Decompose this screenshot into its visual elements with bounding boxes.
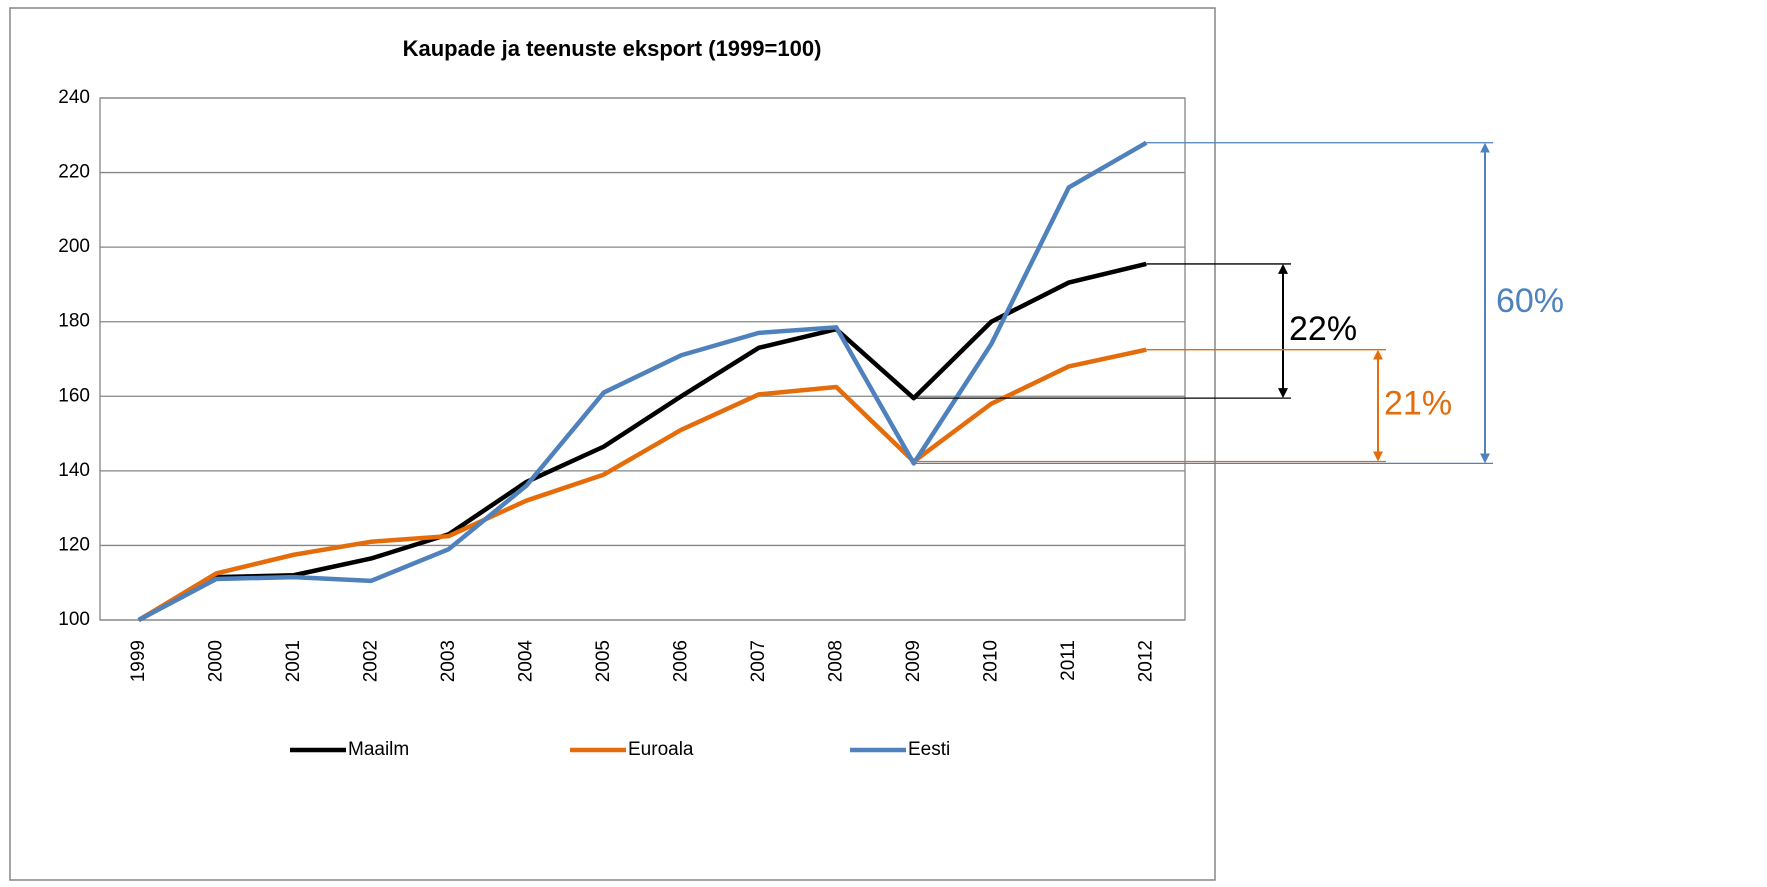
chart-title: Kaupade ja teenuste eksport (1999=100)	[403, 36, 822, 61]
y-tick-label: 220	[58, 162, 90, 183]
x-tick-label: 2012	[1135, 640, 1156, 682]
legend-label: Euroala	[628, 739, 694, 760]
y-tick-label: 240	[58, 87, 90, 108]
legend-label: Maailm	[348, 739, 409, 760]
plot-frame	[99, 97, 1186, 621]
chart-frame	[9, 7, 1216, 881]
x-tick-label: 2004	[515, 640, 536, 683]
x-tick-label: 2005	[593, 640, 614, 682]
y-tick-label: 100	[58, 609, 90, 630]
x-tick-label: 2009	[903, 640, 924, 682]
x-tick-label: 2007	[748, 640, 769, 682]
y-tick-label: 140	[58, 460, 90, 481]
series-line	[137, 261, 1147, 622]
x-tick-label: 2008	[825, 640, 846, 682]
x-tick-label: 2010	[980, 640, 1001, 682]
annotation-label: 22%	[1289, 310, 1357, 348]
legend-label: Eesti	[908, 739, 950, 760]
x-tick-label: 2001	[283, 640, 304, 682]
y-tick-label: 120	[58, 534, 90, 555]
y-tick-label: 160	[58, 385, 90, 406]
x-tick-label: 2011	[1058, 640, 1079, 681]
annotation-label: 60%	[1496, 282, 1564, 320]
annotation-label: 21%	[1384, 385, 1452, 423]
x-tick-label: 2003	[438, 640, 459, 682]
series-line	[137, 140, 1148, 622]
y-tick-label: 200	[58, 236, 90, 257]
y-tick-label: 180	[58, 311, 90, 332]
series-line	[137, 347, 1147, 622]
x-tick-label: 1999	[128, 640, 149, 682]
x-tick-label: 2002	[360, 640, 381, 682]
x-tick-label: 2006	[670, 640, 691, 682]
x-tick-label: 2000	[205, 640, 226, 682]
